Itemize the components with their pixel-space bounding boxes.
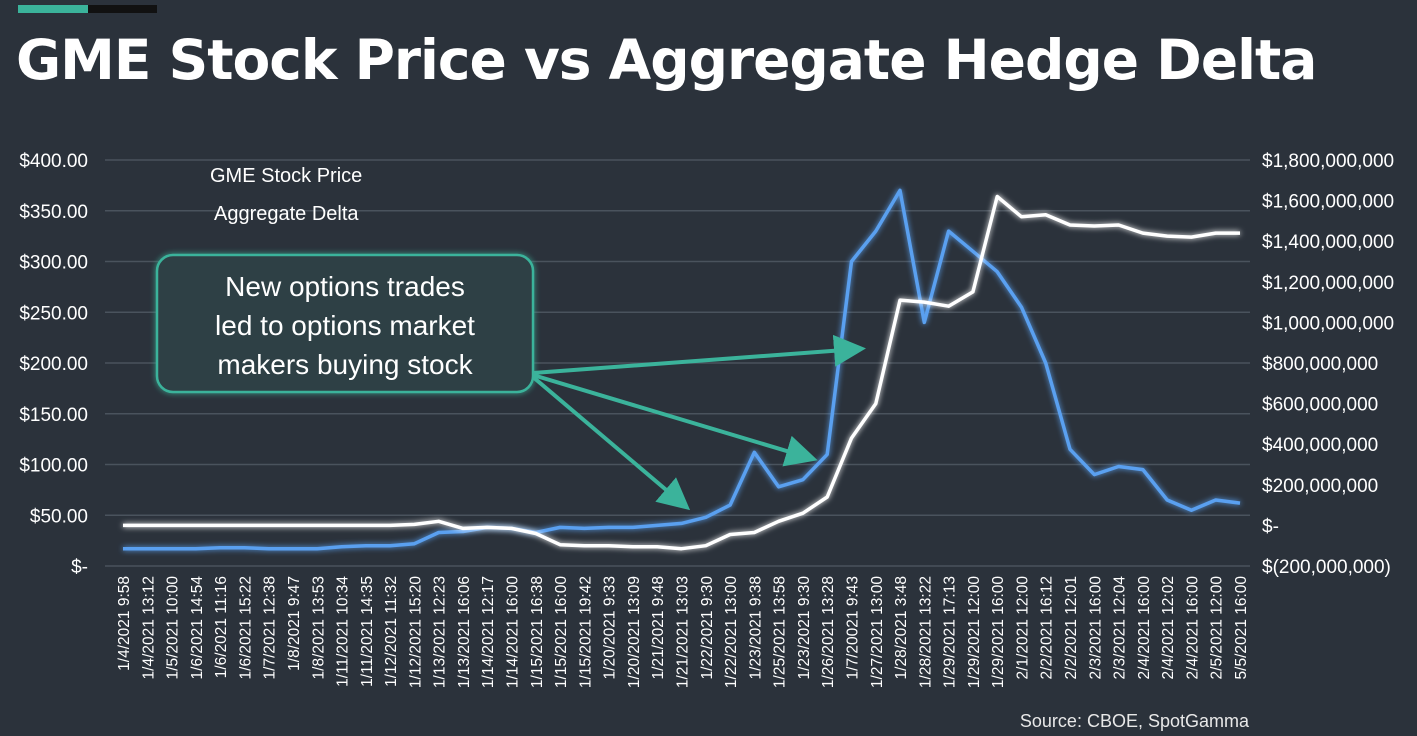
x-axis-tick-label: 2/4/2021 16:00 — [1136, 576, 1153, 680]
right-axis-tick-label: $1,600,000,000 — [1262, 192, 1394, 213]
x-axis-tick-label: 2/3/2021 16:00 — [1087, 576, 1104, 680]
right-axis-tick-label: $- — [1262, 516, 1279, 537]
x-axis-tick-label: 2/4/2021 12:02 — [1160, 576, 1177, 679]
x-axis-tick-label: 2/2/2021 16:12 — [1039, 576, 1056, 679]
x-axis-tick-label: 1/15/2021 16:38 — [529, 576, 546, 688]
x-axis-tick-label: 1/11/2021 14:35 — [359, 576, 376, 687]
x-axis-tick-label: 1/23/2021 9:38 — [747, 576, 764, 679]
x-axis-tick-label: 2/2/2021 12:01 — [1063, 576, 1080, 679]
x-axis-tick-label: 1/5/2021 10:00 — [165, 576, 182, 680]
annotation-arrow — [532, 373, 818, 467]
right-axis-tick-label: $(200,000,000) — [1262, 557, 1391, 578]
x-axis-tick-label: 1/29/2021 16:00 — [990, 576, 1007, 688]
x-axis-tick-label: 2/5/2021 12:00 — [1209, 576, 1226, 680]
x-axis-tick-label: 5/5/2021 16:00 — [1233, 576, 1250, 680]
x-axis-tick-label: 1/6/2021 14:54 — [189, 576, 206, 680]
right-axis-tick-label: $800,000,000 — [1262, 354, 1378, 375]
x-axis-ticks: 1/4/2021 9:58 1/4/2021 13:12 1/5/2021 10:0… — [116, 576, 1250, 688]
right-axis-tick-label: $400,000,000 — [1262, 435, 1378, 456]
x-axis-tick-label: 1/11/2021 10:34 — [335, 576, 352, 687]
x-axis-tick-label: 1/23/2021 9:30 — [796, 576, 813, 680]
left-axis-tick-label: $200.00 — [19, 354, 88, 375]
chart-title: GME Stock Price vs Aggregate Hedge Delta — [16, 28, 1317, 92]
annotation-line: led to options market — [215, 310, 475, 341]
x-axis-tick-label: 1/14/2021 16:00 — [505, 576, 522, 688]
legend-label-delta: Aggregate Delta — [214, 203, 359, 225]
x-axis-tick-label: 1/8/2021 13:53 — [310, 576, 327, 679]
x-axis-tick-label: 1/12/2021 11:32 — [383, 576, 400, 687]
x-axis-tick-label: 1/13/2021 16:06 — [456, 576, 473, 688]
x-axis-tick-label: 1/28/2021 13:22 — [917, 576, 934, 688]
x-axis-tick-label: 1/28/2021 3:48 — [893, 576, 910, 679]
right-axis-tick-label: $1,800,000,000 — [1262, 151, 1394, 172]
x-axis-tick-label: 1/22/2021 9:30 — [699, 576, 716, 680]
x-axis-tick-label: 1/4/2021 13:12 — [140, 576, 157, 679]
left-axis-tick-label: $250.00 — [19, 303, 88, 324]
x-axis-tick-label: 1/8/2021 9:47 — [286, 576, 303, 671]
left-axis-tick-label: $150.00 — [19, 405, 88, 426]
x-axis-tick-label: 1/7/2021 12:38 — [262, 576, 279, 679]
left-axis-tick-label: $350.00 — [19, 202, 88, 223]
x-axis-tick-label: 1/4/2021 9:58 — [116, 576, 133, 671]
x-axis-tick-label: 1/13/2021 12:23 — [432, 576, 449, 688]
accent-bar — [18, 5, 88, 13]
legend-label-price: GME Stock Price — [210, 165, 362, 187]
x-axis-tick-label: 1/15/2021 19:42 — [577, 576, 594, 688]
x-axis-tick-label: 1/6/2021 15:22 — [237, 576, 254, 679]
right-axis-tick-label: $1,000,000,000 — [1262, 313, 1394, 334]
x-axis-tick-label: 1/29/2021 12:00 — [966, 576, 983, 688]
x-axis-tick-label: 1/6/2021 11:16 — [213, 576, 230, 678]
x-axis-tick-label: 1/20/2021 13:09 — [626, 576, 643, 688]
annotation-arrow — [532, 334, 866, 375]
x-axis-tick-label: 1/21/2021 13:03 — [675, 576, 692, 688]
annotation-line: makers buying stock — [217, 349, 473, 380]
x-axis-tick-label: 1/14/2021 12:17 — [480, 576, 497, 688]
accent-bar-dark — [88, 5, 157, 13]
annotation: New options trades led to options market… — [155, 253, 866, 511]
x-axis-tick-label: 1/29/2021 17:13 — [942, 576, 959, 688]
left-axis-tick-label: $100.00 — [19, 456, 88, 477]
left-axis-ticks: $- $50.00 $100.00 $150.00 $200.00 $250.00 $300… — [19, 151, 88, 578]
x-axis-tick-label: 1/15/2021 16:00 — [553, 576, 570, 688]
x-axis-tick-label: 2/3/2021 12:04 — [1112, 576, 1129, 680]
annotation-line: New options trades — [225, 271, 465, 302]
right-axis-tick-label: $1,200,000,000 — [1262, 273, 1394, 294]
left-axis-tick-label: $50.00 — [30, 506, 88, 527]
left-axis-tick-label: $- — [71, 557, 88, 578]
annotation-box — [155, 253, 535, 394]
x-axis-tick-label: 1/25/2021 13:58 — [772, 576, 789, 688]
right-axis-ticks: $(200,000,000) $- $200,000,000 $400,000,000… — [1262, 151, 1394, 578]
x-axis-tick-label: 2/4/2021 16:00 — [1184, 576, 1201, 680]
annotation-arrow — [531, 375, 691, 511]
x-axis-tick-label: 1/26/2021 13:28 — [820, 576, 837, 688]
right-axis-tick-label: $1,400,000,000 — [1262, 232, 1394, 253]
x-axis-tick-label: 1/21/2021 9:48 — [650, 576, 667, 679]
right-axis-tick-label: $200,000,000 — [1262, 476, 1378, 497]
x-axis-tick-label: 1/7/20021 9:43 — [844, 576, 861, 679]
x-axis-tick-label: 1/22/2021 13:00 — [723, 576, 740, 688]
x-axis-tick-label: 1/12/2021 15:20 — [407, 576, 424, 688]
left-axis-tick-label: $400.00 — [19, 151, 88, 172]
x-axis-tick-label: 2/1/2021 12:00 — [1014, 576, 1031, 680]
x-axis-tick-label: 1/27/2021 13:00 — [869, 576, 886, 688]
right-axis-tick-label: $600,000,000 — [1262, 395, 1378, 416]
legend: GME Stock Price Aggregate Delta — [158, 165, 362, 225]
left-axis-tick-label: $300.00 — [19, 253, 88, 274]
x-axis-tick-label: 1/20/2021 9:33 — [602, 576, 619, 679]
source-note: Source: CBOE, SpotGamma — [1019, 711, 1249, 731]
